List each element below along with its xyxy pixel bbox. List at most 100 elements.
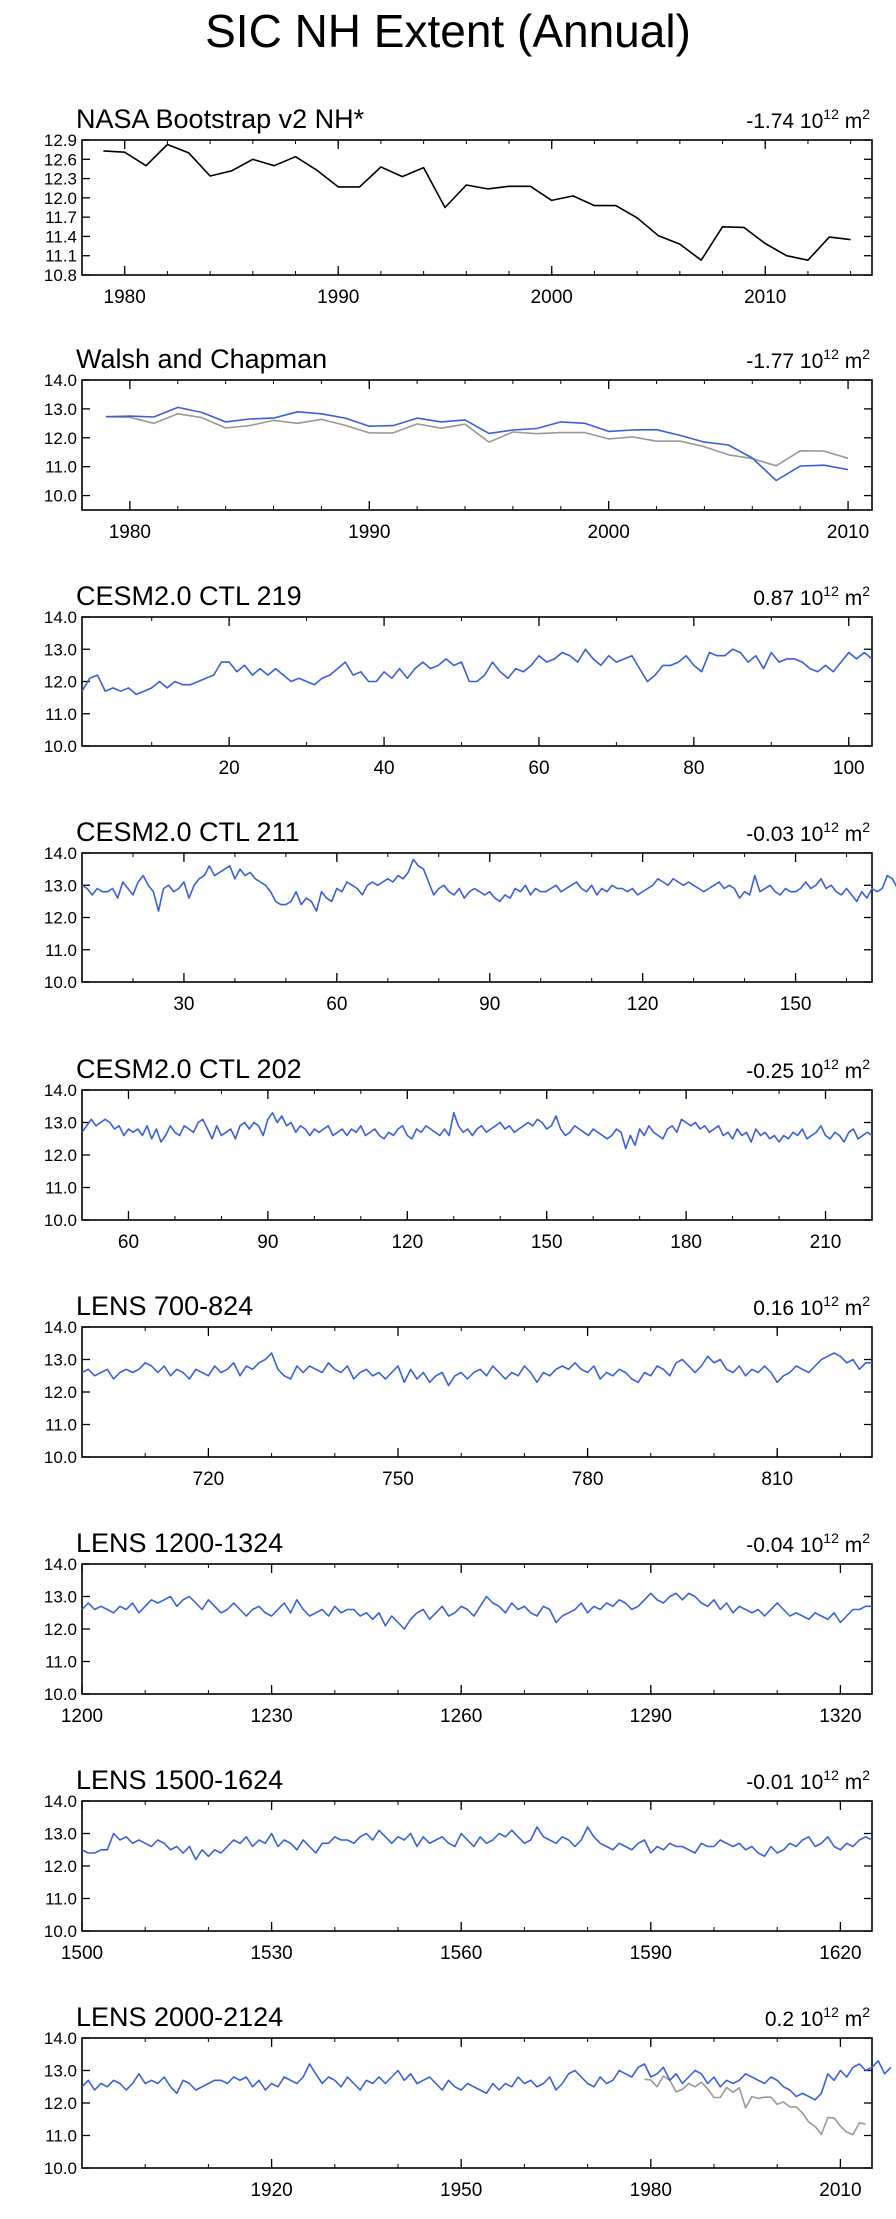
plot-frame bbox=[81, 1563, 873, 1695]
y-tick-label: 14.0 bbox=[44, 1555, 77, 1574]
y-tick-label: 11.0 bbox=[45, 1179, 77, 1198]
y-tick-label: 11.7 bbox=[45, 208, 77, 227]
plot-frame bbox=[81, 852, 873, 983]
trend-label-part: 12 bbox=[823, 1293, 839, 1309]
trend-label: -1.77 1012 m2 bbox=[746, 346, 870, 373]
x-tick-label: 1990 bbox=[317, 287, 359, 308]
trend-label-part: 2 bbox=[862, 583, 870, 599]
y-tick-label: 13.0 bbox=[44, 1114, 77, 1133]
panel-title: Walsh and Chapman bbox=[76, 344, 327, 374]
y-tick-label: 12.0 bbox=[44, 1857, 77, 1876]
plot-frame bbox=[81, 379, 873, 511]
trend-label-part: m bbox=[845, 1771, 863, 1794]
y-tick-label: 10.0 bbox=[44, 1685, 77, 1704]
panel-title: CESM2.0 CTL 202 bbox=[76, 1054, 302, 1084]
trend-label-part: 2 bbox=[862, 1530, 870, 1546]
x-tick-label: 120 bbox=[627, 994, 659, 1015]
trend-label-part: 10 bbox=[800, 1060, 823, 1083]
x-tick-label: 90 bbox=[479, 994, 500, 1015]
x-tick-label: 780 bbox=[572, 1469, 604, 1490]
trend-label-part: 2 bbox=[862, 2004, 870, 2020]
x-tick-label: 720 bbox=[193, 1469, 225, 1490]
trend-label-part: -1.74 bbox=[746, 110, 794, 133]
trend-label-part: m bbox=[845, 823, 863, 846]
trend-label-part: m bbox=[845, 350, 863, 373]
x-tick-label: 60 bbox=[326, 994, 347, 1015]
trend-label-part: 12 bbox=[823, 819, 839, 835]
y-tick-label: 14.0 bbox=[44, 1081, 77, 1100]
x-tick-label: 1920 bbox=[250, 2180, 292, 2201]
trend-label-part: 10 bbox=[800, 1534, 823, 1557]
y-tick-label: 10.0 bbox=[44, 1922, 77, 1941]
x-tick-label: 1620 bbox=[819, 1943, 861, 1964]
series-line bbox=[644, 2075, 866, 2136]
panel-title: LENS 1200-1324 bbox=[76, 1528, 283, 1558]
y-tick-label: 12.3 bbox=[44, 170, 77, 189]
trend-label-part: -1.77 bbox=[746, 350, 794, 373]
trend-label: -0.03 1012 m2 bbox=[746, 819, 870, 846]
y-tick-label: 12.0 bbox=[44, 1383, 77, 1402]
y-tick-label: 10.0 bbox=[44, 973, 77, 992]
plot-frame bbox=[81, 1089, 873, 1221]
x-tick-label: 1560 bbox=[440, 1943, 482, 1964]
series-line bbox=[81, 1592, 872, 1630]
y-tick-label: 10.0 bbox=[44, 2159, 77, 2178]
y-tick-label: 12.0 bbox=[44, 2094, 77, 2113]
y-tick-label: 13.0 bbox=[44, 1825, 77, 1844]
trend-label-part: 12 bbox=[823, 1056, 839, 1072]
x-tick-label: 1980 bbox=[104, 287, 146, 308]
y-tick-label: 11.0 bbox=[45, 1653, 77, 1672]
y-tick-label: 14.0 bbox=[44, 371, 77, 390]
trend-label: 0.2 1012 m2 bbox=[765, 2004, 870, 2031]
y-tick-label: 13.0 bbox=[44, 1588, 77, 1607]
series-line bbox=[81, 1112, 873, 1150]
trend-label-part: 12 bbox=[823, 583, 839, 599]
x-tick-label: 180 bbox=[670, 1232, 702, 1253]
y-tick-label: 10.0 bbox=[44, 1211, 77, 1230]
y-tick-label: 12.0 bbox=[44, 429, 77, 448]
x-tick-label: 1530 bbox=[250, 1943, 292, 1964]
x-tick-label: 150 bbox=[780, 994, 812, 1015]
trend-label: -1.74 1012 m2 bbox=[746, 106, 870, 133]
series-line bbox=[81, 1352, 872, 1387]
y-tick-label: 13.0 bbox=[44, 2062, 77, 2081]
x-tick-label: 60 bbox=[528, 758, 549, 779]
trend-label-part: 0.87 bbox=[753, 587, 794, 610]
panel-title: LENS 1500-1624 bbox=[76, 1765, 283, 1795]
trend-label-part: 10 bbox=[800, 587, 823, 610]
panel-title: LENS 700-824 bbox=[76, 1291, 253, 1321]
y-tick-label: 14.0 bbox=[44, 1792, 77, 1811]
y-tick-label: 12.0 bbox=[44, 673, 77, 692]
trend-label-part: 2 bbox=[862, 346, 870, 362]
x-tick-label: 1320 bbox=[819, 1706, 861, 1727]
panel-title: LENS 2000-2124 bbox=[76, 2002, 283, 2032]
trend-label-part: -0.03 bbox=[746, 823, 794, 846]
trend-label: 0.87 1012 m2 bbox=[753, 583, 870, 610]
x-tick-label: 80 bbox=[683, 758, 704, 779]
x-tick-label: 1260 bbox=[440, 1706, 482, 1727]
trend-label-part: -0.25 bbox=[746, 1060, 794, 1083]
x-tick-label: 120 bbox=[391, 1232, 423, 1253]
x-tick-label: 150 bbox=[531, 1232, 563, 1253]
y-tick-label: 14.0 bbox=[44, 844, 77, 863]
x-tick-label: 210 bbox=[810, 1232, 842, 1253]
x-tick-label: 1980 bbox=[109, 522, 151, 543]
trend-label-part: 2 bbox=[862, 819, 870, 835]
x-tick-label: 1590 bbox=[630, 1943, 672, 1964]
trend-label: -0.04 1012 m2 bbox=[746, 1530, 870, 1557]
x-tick-label: 1950 bbox=[440, 2180, 482, 2201]
y-tick-label: 12.6 bbox=[44, 150, 77, 169]
trend-label-part: 12 bbox=[823, 1530, 839, 1546]
x-tick-label: 2010 bbox=[827, 522, 869, 543]
trend-label-part: 2 bbox=[862, 106, 870, 122]
y-tick-label: 11.4 bbox=[45, 227, 77, 246]
trend-label-part: 0.16 bbox=[753, 1297, 794, 1320]
x-tick-label: 20 bbox=[219, 758, 240, 779]
y-tick-label: 12.0 bbox=[44, 1146, 77, 1165]
y-tick-label: 11.1 bbox=[45, 247, 77, 266]
x-tick-label: 90 bbox=[257, 1232, 278, 1253]
y-tick-label: 11.0 bbox=[45, 458, 77, 477]
plot-frame bbox=[81, 1800, 873, 1932]
series-line bbox=[81, 1826, 873, 1861]
y-tick-label: 14.0 bbox=[44, 1318, 77, 1337]
